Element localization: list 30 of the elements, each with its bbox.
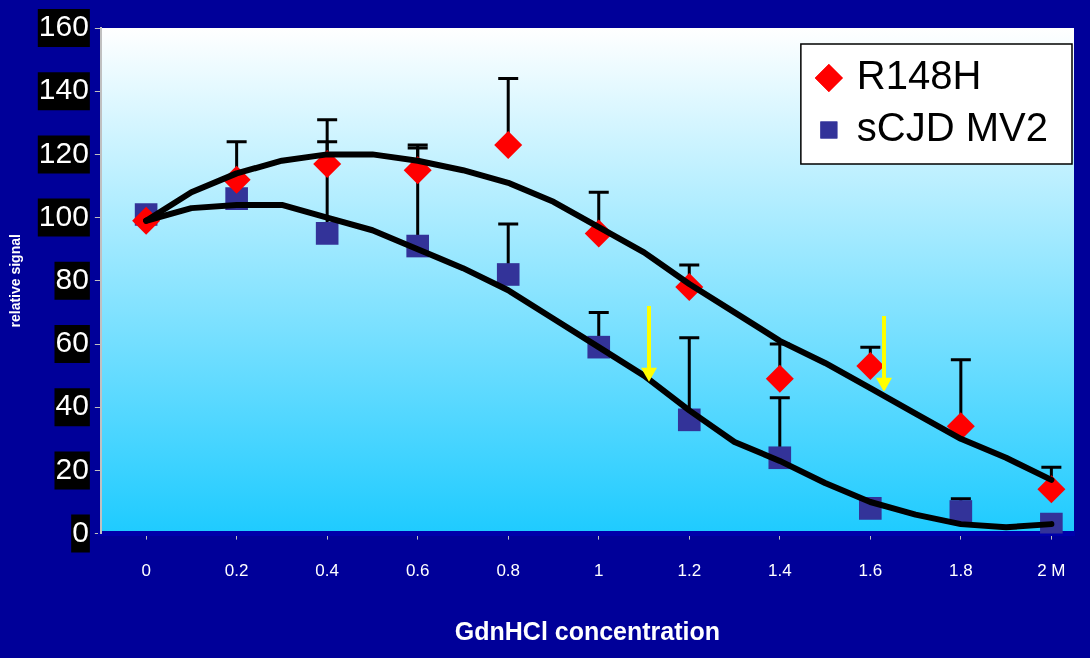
x-tick-label: 1.2 [677, 561, 702, 581]
point [856, 352, 885, 381]
point [765, 364, 794, 393]
x-tick-label: 1.8 [949, 561, 973, 581]
x-tick-label: 1 [594, 561, 604, 581]
y-tick-label: 60 [55, 325, 89, 359]
y-tick-label: 40 [55, 388, 89, 422]
legend-label: R148H [856, 53, 982, 98]
y-tick-label: 100 [38, 198, 89, 232]
y-tick-label: 0 [72, 514, 89, 548]
x-tick-label: 0.2 [224, 561, 249, 581]
x-tick-label: 1.6 [858, 561, 883, 581]
point [1037, 475, 1066, 504]
x-tick-label: 0.8 [496, 561, 521, 581]
x-tick-label: 1.4 [767, 561, 792, 581]
x-axis-title: GdnHCl concentration [454, 616, 721, 645]
legend-label: sCJD MV2 [856, 105, 1049, 150]
y-tick-label: 140 [38, 72, 89, 106]
point [315, 222, 339, 245]
y-axis-title: relative signal [7, 234, 24, 328]
y-tick-label: 20 [55, 451, 89, 485]
y-tick-label: 160 [38, 9, 89, 43]
x-tick-label: 0.4 [315, 561, 339, 581]
x-tick-label: 2 M [1037, 561, 1066, 581]
point [494, 130, 523, 159]
x-tick-label: 0.6 [405, 561, 430, 581]
y-tick-label: 120 [38, 135, 89, 169]
point [496, 263, 520, 286]
x-tick-label: 0 [141, 561, 151, 581]
y-tick-label: 80 [55, 262, 89, 296]
